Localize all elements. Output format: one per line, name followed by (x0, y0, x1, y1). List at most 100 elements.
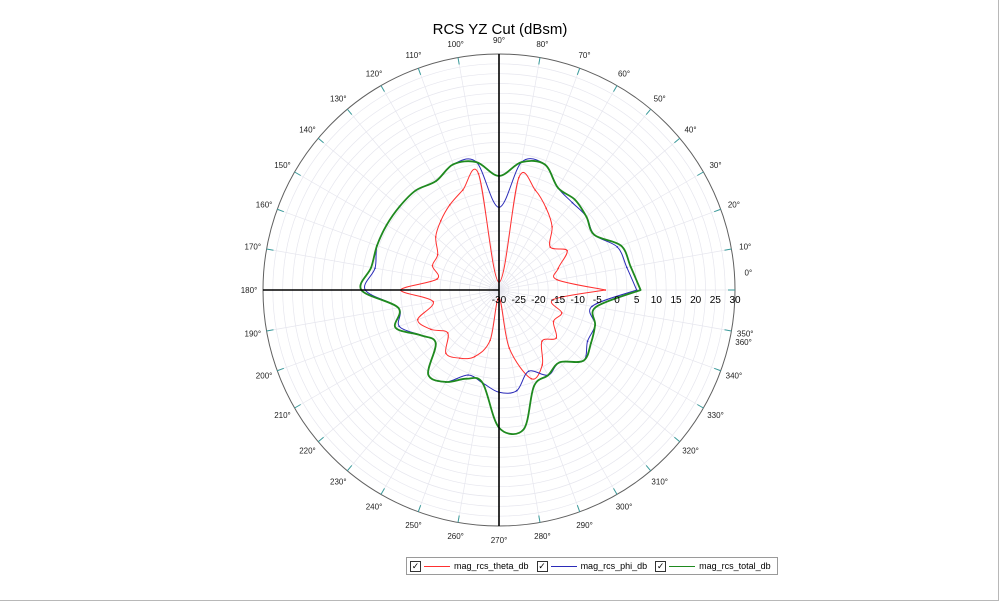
data-point (477, 172, 480, 175)
angle-tick (613, 488, 618, 495)
angle-label: 80° (536, 40, 548, 49)
angle-tick (724, 248, 732, 251)
angle-label: 210° (274, 411, 291, 420)
angle-tick (538, 57, 541, 65)
data-point (591, 305, 593, 308)
data-point (626, 266, 628, 269)
legend-label: mag_rcs_total_db (699, 561, 771, 571)
checkbox-icon[interactable]: ✓ (655, 560, 667, 572)
angle-label: 250° (405, 521, 422, 530)
series-line-0 (400, 168, 606, 380)
angle-label: 10° (739, 243, 751, 252)
angle-label: 110° (406, 51, 422, 60)
data-point (543, 163, 546, 166)
angle-tick (277, 208, 284, 213)
angle-label: 150° (274, 161, 291, 170)
data-point (419, 334, 422, 337)
angle-label: 170° (245, 243, 262, 252)
data-point (515, 389, 518, 392)
data-point (586, 340, 589, 342)
data-point (566, 249, 568, 252)
legend-item-theta[interactable]: ✓ mag_rcs_theta_db (410, 560, 529, 572)
data-point (549, 246, 552, 248)
radial-tick-label: -15 (551, 295, 566, 306)
angle-label: 230° (330, 478, 347, 487)
grid-spoke (498, 68, 581, 291)
data-point (414, 189, 417, 192)
legend: ✓ mag_rcs_theta_db ✓ mag_rcs_phi_db ✓ ma… (406, 557, 778, 575)
angle-tick (645, 465, 652, 472)
data-point (555, 337, 558, 339)
angle-label: 310° (651, 478, 668, 487)
data-point (370, 266, 372, 269)
angle-label: 140° (299, 125, 316, 134)
grid-spoke (498, 57, 541, 291)
angle-tick (576, 68, 581, 75)
polar-labels: -30 -25 -20 -15 -10 -5 0 5 10 15 20 25 30 10° 20° 30° 40… (241, 36, 754, 545)
radial-tick-label: -5 (593, 295, 602, 306)
data-point (398, 325, 401, 328)
angle-tick (724, 329, 732, 332)
data-point (530, 377, 533, 380)
grid-spoke (498, 138, 681, 291)
data-point (595, 306, 597, 308)
data-point (481, 382, 484, 384)
angle-label: 20° (728, 200, 740, 209)
radial-tick-label: -30 (492, 295, 507, 306)
data-point (465, 377, 468, 380)
angle-tick (538, 515, 541, 523)
angle-label: 0° (745, 269, 753, 278)
angle-tick (645, 108, 652, 115)
legend-item-phi[interactable]: ✓ mag_rcs_phi_db (536, 560, 647, 572)
angle-label: 180° (241, 286, 258, 295)
angle-label: 240° (366, 503, 383, 512)
grid-spoke (498, 289, 651, 472)
data-point (557, 267, 559, 270)
angle-tick (380, 85, 385, 92)
data-point (594, 324, 596, 326)
checkbox-icon[interactable]: ✓ (536, 560, 548, 572)
grid-spoke (498, 248, 732, 291)
data-point (467, 374, 469, 376)
legend-swatch (669, 565, 696, 567)
data-point (452, 163, 455, 166)
angle-label: 90° (493, 36, 505, 45)
data-point (522, 428, 525, 431)
grid-spoke (498, 289, 681, 442)
checkbox-icon[interactable]: ✓ (410, 560, 421, 572)
grid-spoke (380, 289, 500, 495)
radial-tick-label: 20 (690, 295, 702, 306)
angle-label: 70° (578, 51, 590, 60)
data-point (489, 339, 491, 342)
legend-item-total[interactable]: ✓ mag_rcs_total_db (655, 560, 771, 572)
radial-tick-label: 25 (710, 295, 722, 306)
angle-label: 60° (618, 69, 630, 78)
angle-tick (346, 465, 353, 472)
angle-tick (417, 505, 422, 512)
radial-tick-label: 10 (651, 295, 663, 306)
data-point (461, 189, 464, 191)
data-point (574, 198, 576, 201)
data-point (534, 189, 537, 191)
data-point (518, 176, 520, 179)
polar-axes (262, 53, 736, 527)
data-point (556, 278, 558, 281)
legend-swatch (424, 565, 450, 567)
angle-label: 270° (491, 536, 508, 545)
grid-spoke (317, 138, 500, 291)
data-point (547, 374, 549, 376)
radial-tick-label: 30 (729, 295, 741, 306)
data-point (416, 318, 419, 321)
data-point (431, 264, 434, 267)
grid-spoke (498, 289, 704, 409)
radial-tick-label: 5 (634, 295, 640, 306)
data-point (475, 161, 478, 163)
data-point (520, 161, 523, 163)
angle-label: 40° (684, 125, 696, 134)
angle-tick (576, 505, 581, 512)
angle-tick (613, 85, 618, 92)
data-point (435, 180, 437, 182)
grid-spoke (347, 108, 500, 291)
